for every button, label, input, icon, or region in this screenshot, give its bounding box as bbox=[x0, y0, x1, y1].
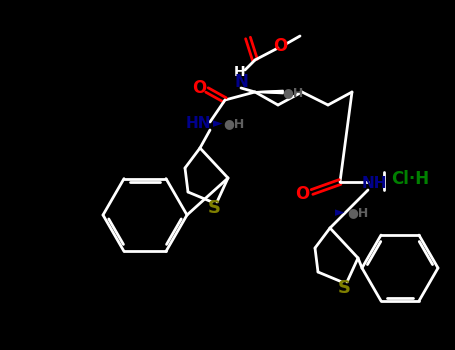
Text: ►: ► bbox=[213, 118, 223, 131]
Text: HN: HN bbox=[185, 117, 211, 132]
Text: N: N bbox=[234, 73, 248, 91]
Text: S: S bbox=[207, 199, 221, 217]
Text: O: O bbox=[273, 37, 287, 55]
Text: S: S bbox=[338, 279, 350, 297]
Text: NH: NH bbox=[361, 175, 387, 190]
Text: ►: ► bbox=[335, 206, 345, 219]
Text: ●H: ●H bbox=[283, 86, 303, 99]
Text: O: O bbox=[295, 185, 309, 203]
Text: O: O bbox=[192, 79, 206, 97]
Text: H: H bbox=[234, 65, 246, 79]
Text: Cl·H: Cl·H bbox=[391, 170, 429, 188]
Text: ●H: ●H bbox=[347, 206, 369, 219]
Text: ●H: ●H bbox=[223, 118, 245, 131]
